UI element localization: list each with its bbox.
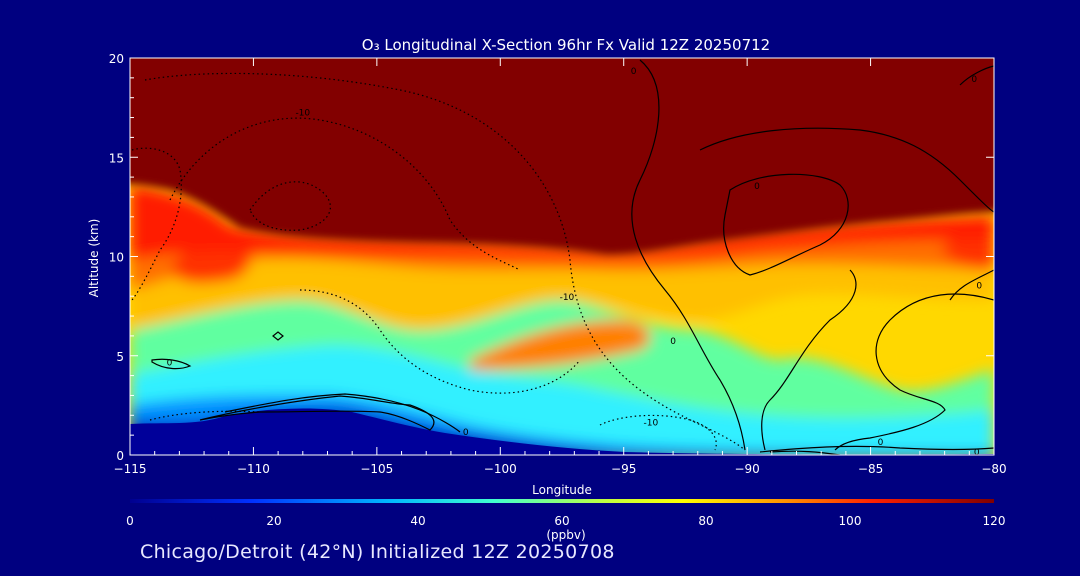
x-tick-label: −95 [611,462,636,476]
y-tick-label: 20 [109,52,124,66]
colorbar-tick-label: 120 [983,514,1006,528]
contour-zero-east-main [631,59,746,451]
contour-zero-right3 [949,269,994,301]
contour-label: 0 [974,448,980,458]
x-tick-label: −105 [360,462,393,476]
y-tick-label: 0 [116,449,124,463]
contour-zero-bottom-right [759,445,994,453]
contour-zero-top-right [959,65,994,86]
x-tick-label: −100 [484,462,517,476]
x-tick-label: −90 [734,462,759,476]
colorbar-tick-label: 20 [266,514,281,528]
y-tick-label: 15 [109,151,124,165]
contour-label: 0 [463,428,469,438]
ozone-heatmap [130,58,994,455]
contour-zero-tiny [272,331,284,341]
y-axis-label: Altitude (km) [87,219,101,298]
contour-label: 0 [167,359,173,369]
contour-neg-mid [299,289,581,394]
colorbar-tick-label: 40 [410,514,425,528]
contour-zero-surface2 [224,393,461,433]
colorbar-tick-label: 100 [839,514,862,528]
colorbar-ticks: 0 20 40 60 80 100 120 [126,514,1005,528]
contour-neg-small [249,181,331,231]
x-tick-label: −85 [858,462,883,476]
x-tick-label: −80 [981,462,1006,476]
colorbar [130,499,994,503]
contour-labels: -10 0 0 0 -10 0 0 -10 0 0 0 0 [167,67,983,458]
y-tick-label: 5 [116,350,124,364]
contour-neg-low2 [149,410,261,421]
colorbar-tick-label: 80 [698,514,713,528]
contour-label: 0 [754,182,760,192]
contour-label: -10 [295,109,310,119]
contour-zero-surface [199,395,435,431]
chart-title: O₃ Longitudinal X-Section 96hr Fx Valid … [362,36,770,54]
contour-zero-right2 [834,293,994,451]
contour-label: 0 [631,67,637,77]
x-tick-label: −110 [237,462,270,476]
contour-label: -10 [644,418,659,428]
contour-neg10-upper [144,72,746,451]
colorbar-tick-label: 60 [554,514,569,528]
y-tick-label: 10 [109,251,124,265]
contour-label: 0 [670,337,676,347]
x-axis-label: Longitude [532,483,592,497]
contour-zero-right [761,269,857,451]
contour-label: 0 [971,75,977,85]
colorbar-tick-label: 0 [126,514,134,528]
contour-lines [131,59,994,455]
x-axis: −115 −110 −105 −100 −95 −90 −85 −80 [114,58,1007,476]
footer-caption: Chicago/Detroit (42°N) Initialized 12Z 2… [140,541,615,563]
contour-zero-bottom-right2 [769,450,841,455]
contour-zero-west [151,358,192,370]
colorbar-unit-label: (ppbv) [546,528,585,542]
contour-zero-east-2 [699,127,994,213]
y-axis: 0 5 10 15 20 [109,52,994,463]
contour-zero-loop [723,173,849,276]
contour-label: -10 [560,293,575,303]
contour-label: 0 [976,281,982,291]
contour-label: 0 [878,438,884,448]
x-tick-label: −115 [114,462,147,476]
